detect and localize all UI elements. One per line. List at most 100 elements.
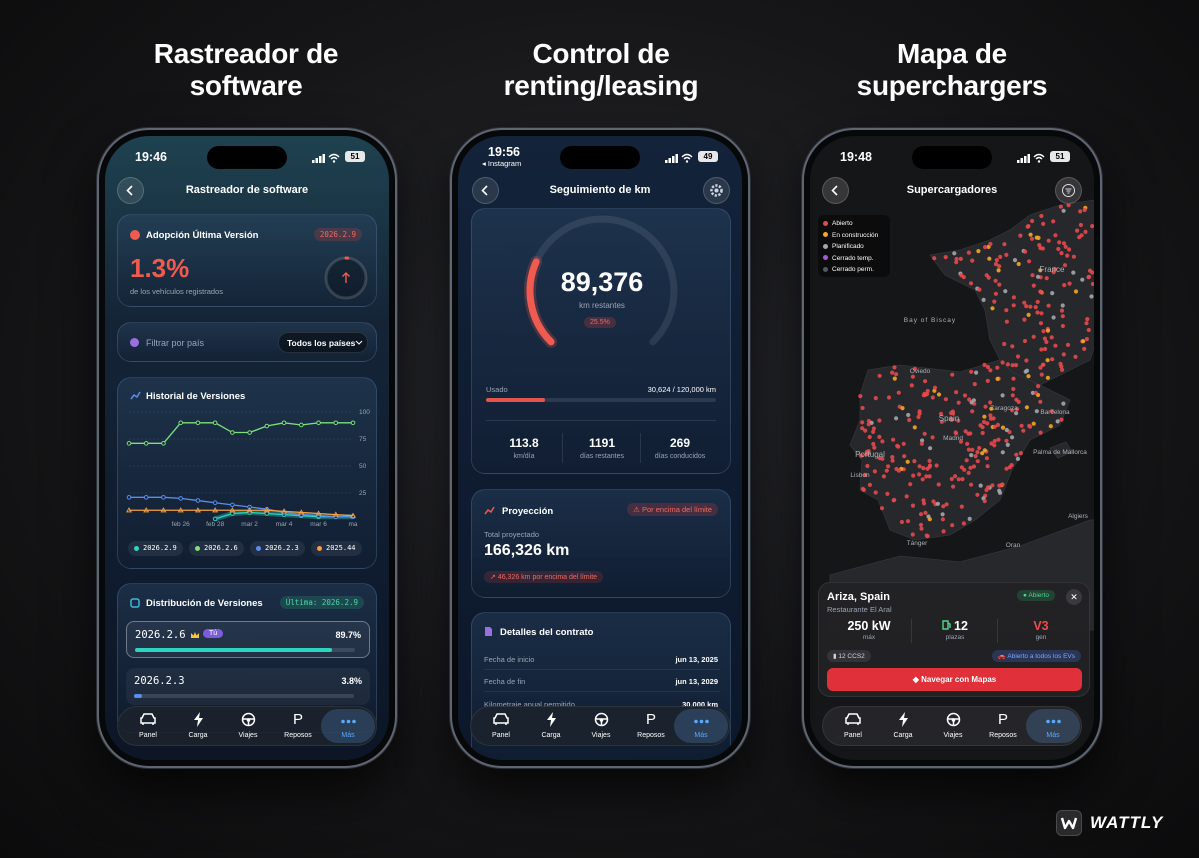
legend-item: 2026.2.6 <box>189 541 244 556</box>
point <box>316 420 321 426</box>
charger-dot <box>1033 390 1038 395</box>
charger-dot <box>918 522 924 527</box>
charger-dot <box>974 370 979 375</box>
icon-part <box>1033 153 1045 160</box>
icon-part <box>1045 719 1061 724</box>
point <box>281 420 287 426</box>
projected-value: 166,326 km <box>484 542 570 559</box>
charger-dot <box>995 376 1000 381</box>
charger-dot <box>863 428 868 433</box>
charger-dot <box>1024 304 1029 309</box>
tab-item[interactable]: P Reposos <box>273 707 323 745</box>
charger-dot <box>1041 221 1046 226</box>
tab-item[interactable]: Viajes <box>576 707 626 745</box>
tab-item[interactable]: P Reposos <box>626 707 676 745</box>
tab-item[interactable]: Carga <box>878 707 928 745</box>
legend-item: Cerrado temp. <box>823 255 874 262</box>
charger-dot <box>1044 339 1049 345</box>
dynamic-island <box>560 146 640 169</box>
charger-dot <box>1031 334 1036 339</box>
charger-dot <box>1014 452 1019 457</box>
charger-dot <box>954 260 959 265</box>
connector-text: 12 CCS2 <box>838 653 865 660</box>
charger-dot <box>932 256 937 261</box>
tab-item[interactable]: Panel <box>476 707 526 745</box>
country-select[interactable]: Todos los países <box>278 332 368 353</box>
charger-dot <box>1011 295 1016 300</box>
icon-part <box>322 154 325 163</box>
charger-dot <box>1036 235 1041 240</box>
screen: Bay of Biscay France Oviedo Zaragoza Barcelo… <box>810 136 1094 760</box>
charger-dot <box>860 486 865 491</box>
stat-value: 1191 <box>588 436 616 450</box>
series-line <box>129 509 354 517</box>
site-name: Ariza, Spain <box>827 591 890 603</box>
icon-part <box>947 718 959 726</box>
legend-swatch <box>134 545 139 551</box>
filter-button[interactable] <box>1055 177 1082 204</box>
icon-part <box>340 719 356 724</box>
tab-item[interactable]: Más <box>1028 707 1078 745</box>
tab-item[interactable]: Viajes <box>223 707 273 745</box>
charger-dot <box>1038 246 1043 251</box>
charger-dot <box>860 405 865 411</box>
back-to-app[interactable]: ◂ Instagram <box>482 159 522 168</box>
icon-part <box>1060 817 1078 830</box>
charger-dot <box>871 426 876 431</box>
charger-dot <box>941 504 946 509</box>
charger-dot <box>931 499 936 504</box>
status-text: Abierto <box>1028 592 1049 599</box>
tab-item[interactable]: Más <box>323 707 373 745</box>
site-stat-label: máx <box>862 634 876 641</box>
back-button[interactable] <box>117 177 144 204</box>
tab-label: Reposos <box>989 732 1017 739</box>
back-button[interactable] <box>472 177 499 204</box>
tab-item[interactable]: P Reposos <box>978 707 1028 745</box>
charger-dot <box>880 456 885 461</box>
legend-item: 2026.2.9 <box>128 541 183 556</box>
charger-dot <box>1050 291 1055 296</box>
tab-item[interactable]: Panel <box>123 707 173 745</box>
tab-item[interactable]: Panel <box>828 707 878 745</box>
back-button[interactable] <box>822 177 849 204</box>
legend-item: En construcción <box>823 232 878 239</box>
legend-item: Cerrado perm. <box>823 266 874 273</box>
icon-part <box>355 340 363 345</box>
charger-dot <box>1049 409 1055 414</box>
screen-title: Seguimiento de km <box>549 184 651 196</box>
map-label: France <box>1040 265 1065 274</box>
tab-item[interactable]: Carga <box>526 707 576 745</box>
charger-dot <box>1038 289 1043 294</box>
icon-part <box>481 185 488 196</box>
charger-dot <box>962 393 968 398</box>
charger-dot <box>1039 372 1044 377</box>
charger-dot <box>977 287 982 292</box>
charger-dot <box>910 532 915 537</box>
charger-dot <box>872 445 877 450</box>
decoration <box>484 691 720 692</box>
point <box>178 496 183 501</box>
tab-item[interactable]: Más <box>676 707 726 745</box>
charger-dot <box>969 453 974 458</box>
charger-dot <box>980 425 985 430</box>
charger-dot <box>907 417 912 423</box>
access-text: Abierto a todos los EVs <box>1007 653 1075 660</box>
legend-swatch <box>823 232 828 238</box>
point <box>126 441 132 446</box>
charger-dot <box>982 448 987 453</box>
charger-dot <box>1084 337 1089 342</box>
settings-button[interactable] <box>703 177 730 204</box>
legend-label: En construcción <box>832 231 879 239</box>
charger-dot <box>1055 419 1060 424</box>
warning-badge: ⚠ Por encima del límite <box>627 503 718 516</box>
tab-item[interactable]: Viajes <box>928 707 978 745</box>
charger-dot <box>911 473 916 478</box>
tab-icon <box>878 712 928 728</box>
navigate-button[interactable]: ◆ Navegar con Mapas <box>827 668 1082 691</box>
phone: Bay of Biscay France Oviedo Zaragoza Barcelo… <box>802 128 1102 768</box>
close-button[interactable]: ✕ <box>1066 589 1082 605</box>
icon-part <box>675 154 678 163</box>
tab-item[interactable]: Carga <box>173 707 223 745</box>
charger-dot <box>950 372 955 377</box>
